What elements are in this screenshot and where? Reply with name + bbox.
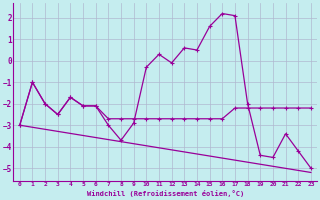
X-axis label: Windchill (Refroidissement éolien,°C): Windchill (Refroidissement éolien,°C): [87, 190, 244, 197]
